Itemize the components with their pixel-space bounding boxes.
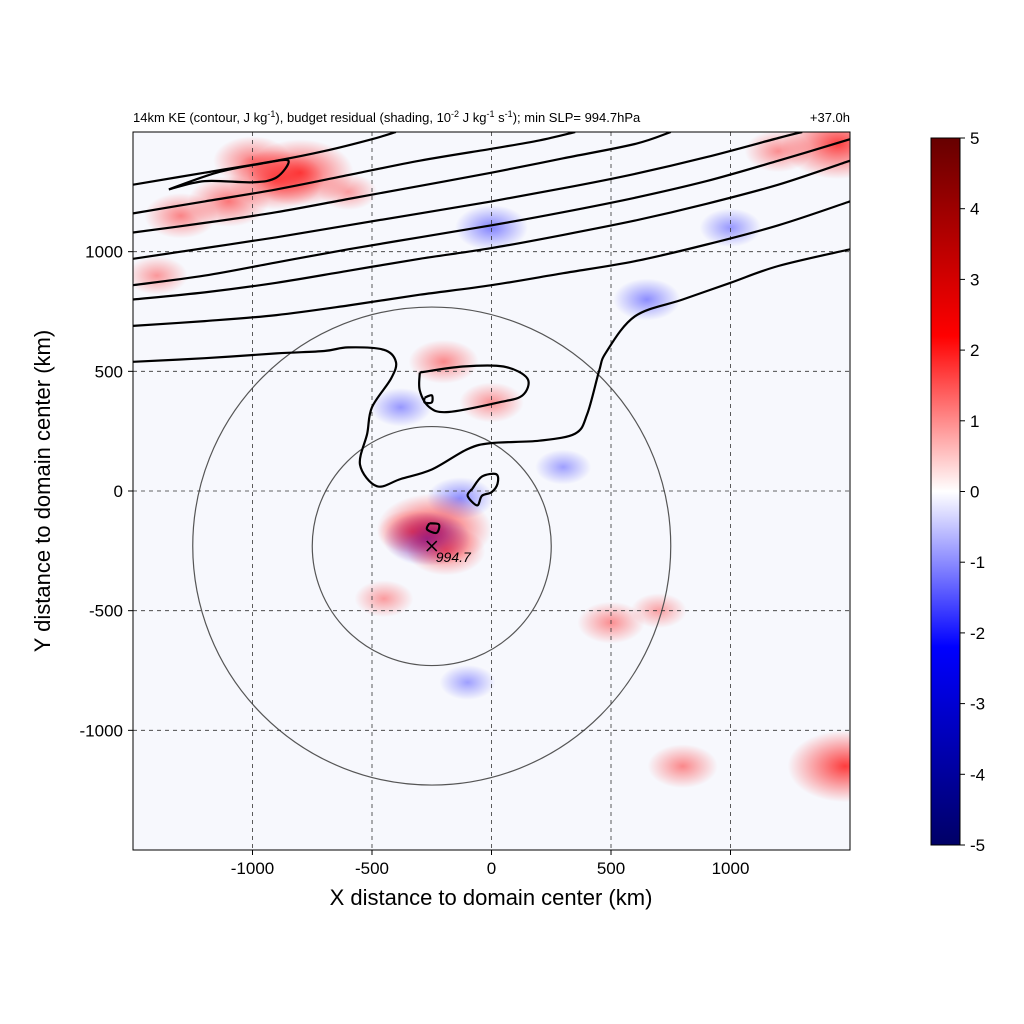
y-tick-label: 500 [95, 362, 123, 381]
range-ring-0 [311, 425, 552, 667]
residual-blob-4 [213, 136, 292, 186]
marker-stroke [426, 540, 438, 552]
residual-blob-12 [408, 339, 479, 384]
colorbar-tick-label: 4 [970, 200, 979, 219]
storm-center-marker [426, 540, 438, 552]
x-tick-label: -1000 [231, 859, 274, 878]
residual-blob-22 [630, 593, 687, 629]
y-tick-label: 0 [114, 482, 123, 501]
chart-title: 14km KE (contour, J kg-1), budget residu… [133, 109, 641, 125]
residual-blob-19 [377, 509, 448, 554]
colorbar-tick-label: 1 [970, 412, 979, 431]
x-tick-label: 1000 [712, 859, 750, 878]
y-axis-ticks: -1000 -500 0 500 1000 [80, 243, 133, 740]
colorbar-tick-label: -3 [970, 695, 985, 714]
colorbar-tick-label: -1 [970, 553, 985, 572]
residual-blob-20 [354, 580, 414, 618]
y-axis-label: Y distance to domain center (km) [30, 330, 55, 652]
ke-contours [133, 132, 850, 535]
colorbar-tick-label: -5 [970, 836, 985, 855]
y-tick-label: 1000 [85, 243, 123, 262]
storm-center: 994.7 [426, 540, 472, 565]
residual-blob-3 [144, 192, 218, 239]
residual-blob-13 [459, 382, 524, 423]
colorbar-tick-label: 0 [970, 483, 979, 502]
ke-contour-6 [133, 132, 576, 215]
time-label: +37.0h [810, 110, 850, 125]
residual-blob-25 [439, 664, 496, 700]
y-tick-label: -1000 [80, 721, 123, 740]
residual-blob-24 [787, 730, 850, 803]
residual-blob-9 [699, 208, 762, 248]
ke-contour-3 [133, 138, 850, 287]
range-ring-1 [192, 306, 672, 786]
range-rings [192, 306, 672, 786]
colorbar-gradient [930, 137, 961, 846]
residual-blob-14 [369, 387, 432, 427]
ke-contour-12 [422, 394, 434, 405]
ke-contour-4 [133, 132, 803, 260]
x-tick-label: -500 [355, 859, 389, 878]
y-tick-label: -500 [89, 602, 123, 621]
storm-center-label: 994.7 [436, 549, 472, 565]
residual-blob-8 [613, 278, 681, 321]
residual-blob-26 [535, 449, 592, 485]
colorbar-tick-label: 3 [970, 270, 979, 289]
x-tick-label: 0 [487, 859, 496, 878]
residual-blob-23 [647, 744, 718, 789]
ke-contour-7 [133, 132, 397, 186]
colorbar-tick-label: 5 [970, 129, 979, 148]
ke-contour-11 [425, 522, 441, 535]
colorbar-tick-label: -4 [970, 765, 985, 784]
plot-area: 994.7 [132, 131, 851, 851]
colorbar-tick-label: 2 [970, 341, 979, 360]
ke-contour-5 [133, 132, 672, 234]
colorbar: 5 4 3 2 1 0 -1 -2 -3 -4 -5 [930, 129, 985, 855]
residual-blob-5 [133, 256, 188, 295]
ke-contour-1 [133, 200, 850, 327]
x-tick-label: 500 [597, 859, 625, 878]
ke-contour-8 [168, 158, 290, 191]
colorbar-ticks: 5 4 3 2 1 0 -1 -2 -3 -4 -5 [960, 129, 985, 855]
ke-contour-0 [133, 248, 850, 488]
ke-contour-10 [466, 472, 500, 507]
colorbar-tick-label: -2 [970, 624, 985, 643]
x-axis-ticks: -1000 -500 0 500 1000 [231, 850, 750, 878]
ke-contour-2 [133, 159, 850, 301]
x-axis-label: X distance to domain center (km) [330, 885, 653, 910]
residual-blob-7 [455, 204, 528, 251]
